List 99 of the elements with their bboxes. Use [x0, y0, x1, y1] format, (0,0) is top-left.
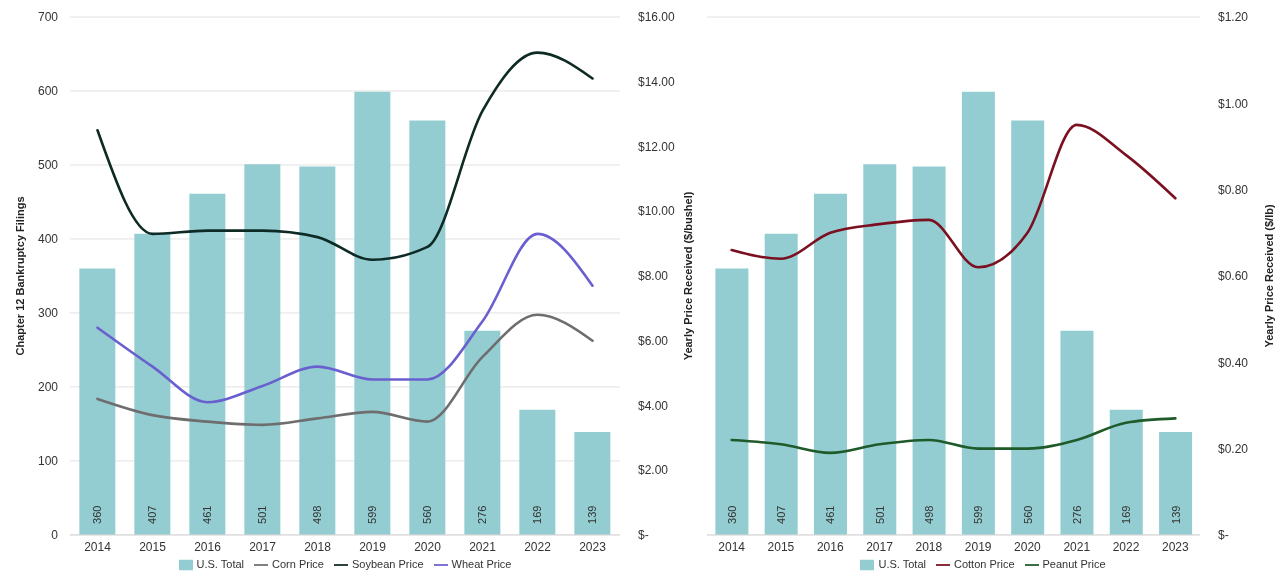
y2-tick-label: $4.00 [638, 398, 669, 413]
y2-tick-label: $0.40 [1218, 355, 1249, 370]
data-label: 498 [311, 505, 324, 524]
bar [354, 91, 391, 535]
x-tick-label: 2017 [249, 540, 277, 555]
x-tick-label: 2022 [524, 540, 552, 555]
legend-label: Wheat Price [451, 557, 512, 570]
data-label: 169 [1120, 505, 1133, 524]
x-tick-label: 2014 [84, 540, 112, 555]
x-tick-label: 2015 [139, 540, 167, 555]
y2-tick-label: $1.20 [1218, 10, 1249, 25]
legend-label: U.S. Total [878, 557, 926, 570]
x-tick-label: 2015 [767, 540, 795, 555]
y-tick-label: 100 [37, 454, 59, 469]
data-label: 599 [366, 505, 379, 524]
x-tick-label: 2021 [1063, 540, 1091, 555]
data-label: 461 [824, 505, 837, 524]
bar [1109, 409, 1143, 535]
y2-tick-label: $2.00 [638, 463, 669, 478]
y2-axis-title: Yearly Price Received ($/bushel) [682, 191, 694, 361]
x-tick-label: 2021 [469, 540, 497, 555]
data-label: 139 [1169, 505, 1182, 524]
data-label: 461 [201, 505, 214, 524]
x-tick-label: 2018 [304, 540, 332, 555]
y-tick-label: 600 [37, 84, 59, 99]
y2-tick-label: $14.00 [638, 75, 676, 89]
line-series [96, 232, 594, 404]
data-label: 560 [1021, 505, 1034, 524]
data-label: 407 [775, 505, 788, 524]
x-tick-label: 2019 [359, 540, 387, 555]
y2-tick-label: $6.00 [638, 333, 669, 348]
x-tick-label: 2016 [816, 540, 844, 555]
bar [912, 166, 946, 535]
bar [961, 91, 995, 535]
y2-tick-label: $16.00 [638, 10, 676, 25]
y-tick-label: 0 [51, 528, 59, 543]
x-tick-label: 2020 [414, 540, 442, 555]
y2-tick-label: $0.80 [1218, 182, 1249, 197]
x-tick-label: 2019 [964, 540, 992, 555]
y-tick-label: 500 [37, 158, 59, 173]
bar [299, 166, 336, 535]
data-label: 360 [91, 505, 104, 524]
line-series [96, 313, 594, 427]
bar [1159, 432, 1193, 535]
bar [813, 193, 847, 535]
x-tick-label: 2023 [579, 540, 607, 555]
y2-tick-label: $- [1218, 528, 1229, 543]
x-tick-label: 2022 [1112, 540, 1140, 555]
legend-label: U.S. Total [196, 557, 245, 570]
data-label: 276 [476, 505, 489, 524]
data-label: 560 [421, 505, 434, 524]
y-tick-label: 300 [37, 306, 59, 321]
bar [764, 233, 798, 535]
y2-tick-label: $0.20 [1218, 441, 1249, 456]
bar [134, 233, 171, 535]
data-label: 139 [586, 505, 599, 524]
legend-label: Peanut Price [1042, 557, 1106, 570]
bar [189, 193, 226, 535]
bar [1060, 330, 1094, 535]
bar [79, 268, 116, 535]
y2-tick-label: $1.00 [1218, 96, 1249, 111]
y2-tick-label: $- [638, 528, 649, 543]
bar [244, 164, 281, 535]
bar [715, 268, 749, 535]
data-label: 360 [725, 505, 738, 524]
data-label: 501 [873, 505, 886, 524]
data-label: 169 [531, 505, 544, 524]
y2-tick-label: $0.60 [1218, 269, 1249, 284]
bar [409, 120, 446, 535]
y2-tick-label: $10.00 [638, 204, 676, 219]
bar [863, 164, 897, 535]
legend-label: Corn Price [272, 557, 324, 570]
x-tick-label: 2017 [866, 540, 894, 555]
legend-label: Cotton Price [953, 557, 1015, 570]
data-label: 407 [146, 505, 159, 524]
legend-label: Soybean Price [352, 557, 424, 570]
y-tick-label: 700 [37, 10, 59, 25]
line-series [730, 123, 1177, 269]
y2-tick-label: $8.00 [638, 269, 669, 284]
y2-axis-title: Yearly Price Received ($/lb) [1263, 204, 1275, 348]
x-tick-label: 2014 [718, 540, 746, 555]
data-label: 498 [923, 505, 936, 524]
data-label: 599 [972, 505, 985, 524]
y-tick-label: 200 [37, 380, 59, 395]
y2-tick-label: $12.00 [638, 139, 676, 154]
x-tick-label: 2016 [194, 540, 222, 555]
x-tick-label: 2018 [915, 540, 943, 555]
line-series [730, 417, 1177, 455]
data-label: 501 [256, 505, 269, 524]
bar [464, 330, 501, 535]
y-axis-title: Chapter 12 Bankruptcy Filings [14, 196, 26, 356]
line-series [96, 51, 594, 262]
y-tick-label: 400 [37, 232, 59, 247]
bar [1011, 120, 1045, 535]
bar [519, 409, 556, 535]
x-tick-label: 2023 [1162, 540, 1190, 555]
data-label: 276 [1070, 505, 1083, 524]
bar [574, 432, 611, 535]
x-tick-label: 2020 [1014, 540, 1042, 555]
